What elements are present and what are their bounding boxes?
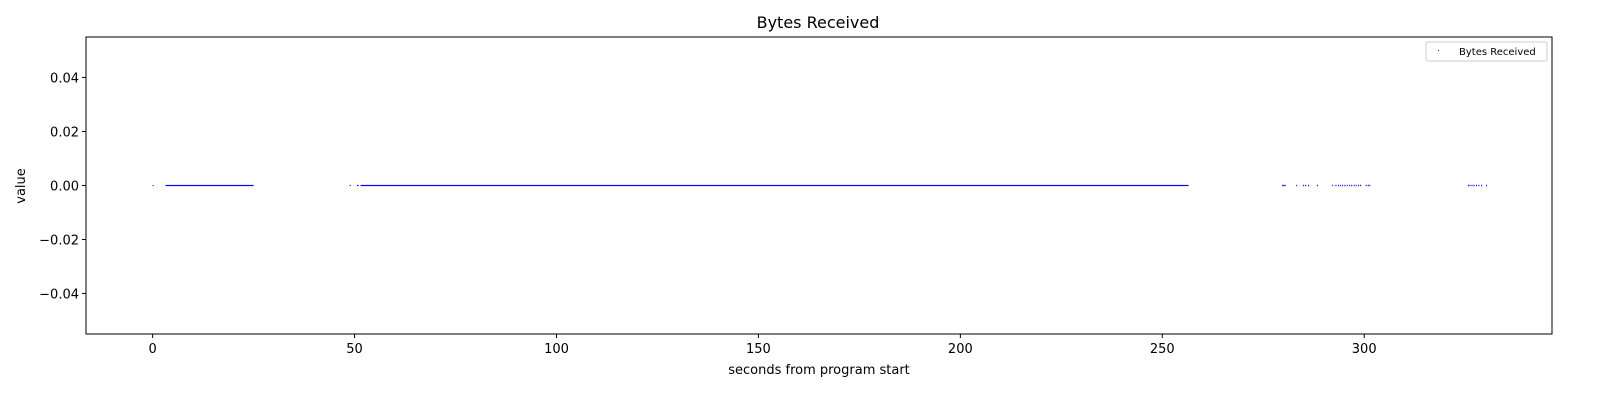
data-point (1296, 184, 1298, 187)
data-point (1481, 184, 1483, 187)
data-point (1367, 184, 1369, 187)
data-point (1353, 184, 1355, 187)
data-point (1305, 184, 1307, 187)
y-tick-label: −0.02 (39, 234, 79, 249)
data-points-run (165, 184, 254, 187)
data-point (1358, 184, 1360, 187)
y-axis-label: value (14, 168, 29, 204)
x-tick-label: 100 (544, 342, 569, 357)
data-point (1475, 184, 1477, 187)
data-point (1303, 184, 1305, 187)
data-point (1283, 184, 1285, 187)
data-point (1351, 184, 1353, 187)
x-tick-label: 200 (948, 342, 973, 357)
data-points-run (360, 184, 1189, 187)
data-point (1307, 184, 1309, 187)
data-point (1369, 184, 1371, 187)
data-point (1335, 184, 1337, 187)
x-tick-label: 50 (346, 342, 363, 357)
data-point (1284, 184, 1286, 187)
x-tick-label: 300 (1352, 342, 1377, 357)
data-point (1478, 184, 1480, 187)
data-point (1349, 184, 1351, 187)
data-point (1486, 184, 1488, 187)
legend-box (1425, 41, 1548, 62)
legend-marker (1438, 50, 1439, 51)
data-points-run (349, 184, 351, 187)
data-point (1360, 184, 1362, 187)
data-points-run (356, 184, 359, 187)
data-point (1473, 184, 1475, 187)
y-tick-label: 0.02 (50, 126, 79, 141)
x-axis-label: seconds from program start (728, 363, 910, 378)
data-point (1344, 184, 1346, 187)
y-tick-label: 0.04 (50, 72, 79, 87)
data-point (1467, 184, 1469, 187)
data-point (1316, 184, 1318, 187)
data-point (1282, 184, 1284, 187)
data-point (1332, 184, 1334, 187)
data-point (1341, 184, 1343, 187)
data-point (1365, 184, 1367, 187)
x-tick-label: 250 (1150, 342, 1175, 357)
y-tick-label: 0.00 (50, 180, 79, 195)
data-point (1355, 184, 1357, 187)
y-tick-label: −0.04 (39, 288, 79, 303)
x-tick-label: 150 (746, 342, 771, 357)
legend: Bytes Received (1425, 41, 1548, 62)
data-point (1337, 184, 1339, 187)
data-point (1339, 184, 1341, 187)
legend-label: Bytes Received (1459, 47, 1536, 58)
x-tick-label: 0 (148, 342, 156, 357)
data-point (1469, 184, 1471, 187)
chart-title: Bytes Received (757, 13, 880, 32)
data-points-run (152, 184, 154, 187)
data-point (1346, 184, 1348, 187)
data-point (1471, 184, 1473, 187)
